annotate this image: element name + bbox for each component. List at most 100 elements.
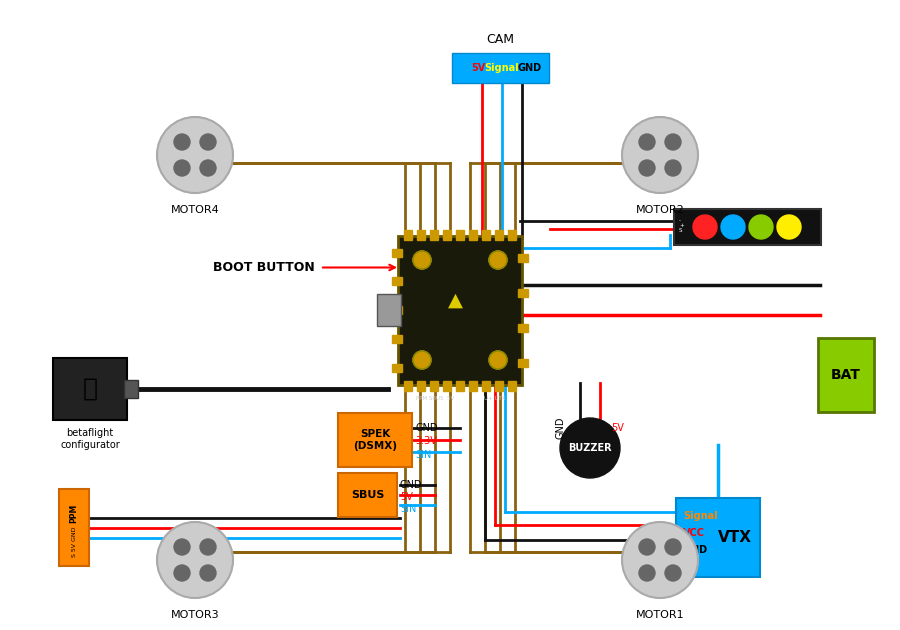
Text: 🦅: 🦅 bbox=[83, 377, 97, 401]
Text: VTX: VTX bbox=[718, 530, 752, 545]
Bar bbox=[392, 277, 402, 285]
Bar bbox=[443, 229, 451, 239]
Bar bbox=[518, 323, 528, 331]
Circle shape bbox=[622, 117, 698, 193]
FancyBboxPatch shape bbox=[377, 294, 401, 326]
FancyBboxPatch shape bbox=[452, 53, 548, 83]
Text: MOTOR3: MOTOR3 bbox=[171, 610, 220, 620]
Bar bbox=[392, 364, 402, 372]
Text: GND: GND bbox=[683, 545, 707, 555]
Text: SIN: SIN bbox=[400, 504, 417, 514]
Circle shape bbox=[665, 134, 681, 150]
Text: BOOT BUTTON: BOOT BUTTON bbox=[213, 261, 315, 274]
Text: S 5V GND: S 5V GND bbox=[71, 526, 76, 557]
FancyBboxPatch shape bbox=[676, 498, 760, 577]
Circle shape bbox=[157, 522, 233, 598]
Circle shape bbox=[489, 351, 507, 369]
Circle shape bbox=[622, 522, 698, 598]
Circle shape bbox=[665, 160, 681, 176]
FancyBboxPatch shape bbox=[338, 413, 412, 467]
Bar bbox=[443, 381, 451, 391]
Text: betaflight
configurator: betaflight configurator bbox=[60, 428, 120, 450]
Text: 5V: 5V bbox=[471, 63, 485, 73]
Circle shape bbox=[413, 251, 431, 269]
Circle shape bbox=[413, 351, 431, 369]
Text: Signal: Signal bbox=[683, 511, 717, 521]
Circle shape bbox=[721, 215, 745, 239]
Circle shape bbox=[665, 565, 681, 581]
Bar bbox=[417, 229, 425, 239]
Circle shape bbox=[174, 134, 190, 150]
Bar bbox=[456, 381, 464, 391]
Text: GND: GND bbox=[555, 417, 565, 439]
FancyBboxPatch shape bbox=[124, 380, 138, 398]
Text: PPM SBUS  5V: PPM SBUS 5V bbox=[416, 396, 454, 401]
Circle shape bbox=[693, 215, 717, 239]
Bar bbox=[430, 381, 438, 391]
Text: MOTOR2: MOTOR2 bbox=[635, 205, 684, 215]
FancyBboxPatch shape bbox=[59, 489, 89, 566]
Bar bbox=[482, 381, 490, 391]
FancyBboxPatch shape bbox=[338, 473, 397, 517]
Bar bbox=[495, 229, 503, 239]
Bar bbox=[404, 229, 412, 239]
Text: GND: GND bbox=[400, 480, 422, 490]
Bar bbox=[456, 229, 464, 239]
Text: 5V: 5V bbox=[400, 492, 413, 502]
Circle shape bbox=[777, 215, 801, 239]
Text: -
+
S: - + S bbox=[679, 218, 684, 233]
Circle shape bbox=[489, 251, 507, 269]
Bar bbox=[392, 335, 402, 343]
Bar bbox=[495, 381, 503, 391]
Text: BUZZER: BUZZER bbox=[568, 443, 612, 453]
Circle shape bbox=[749, 215, 773, 239]
Bar bbox=[469, 229, 477, 239]
Text: PPM: PPM bbox=[69, 504, 78, 523]
Circle shape bbox=[639, 134, 655, 150]
Text: U+ UTX: U+ UTX bbox=[484, 396, 506, 401]
Circle shape bbox=[157, 117, 233, 193]
Text: SIN: SIN bbox=[415, 450, 431, 460]
Bar bbox=[430, 229, 438, 239]
Bar bbox=[508, 229, 516, 239]
Text: 3.3V: 3.3V bbox=[415, 436, 436, 446]
Text: VCC: VCC bbox=[683, 528, 705, 538]
Circle shape bbox=[560, 418, 620, 478]
Circle shape bbox=[174, 539, 190, 555]
Circle shape bbox=[665, 539, 681, 555]
Circle shape bbox=[200, 160, 216, 176]
Text: CAM: CAM bbox=[486, 33, 514, 46]
Bar bbox=[469, 381, 477, 391]
Text: MOTOR1: MOTOR1 bbox=[635, 610, 684, 620]
Circle shape bbox=[639, 565, 655, 581]
Bar bbox=[482, 229, 490, 239]
Bar bbox=[518, 358, 528, 367]
Bar bbox=[518, 289, 528, 297]
FancyBboxPatch shape bbox=[818, 338, 874, 412]
Text: SPEK
(DSMX): SPEK (DSMX) bbox=[353, 429, 397, 451]
Circle shape bbox=[174, 160, 190, 176]
Bar bbox=[392, 248, 402, 256]
Circle shape bbox=[200, 134, 216, 150]
Bar bbox=[508, 381, 516, 391]
Circle shape bbox=[174, 565, 190, 581]
Circle shape bbox=[200, 539, 216, 555]
FancyBboxPatch shape bbox=[398, 236, 522, 384]
Text: Signal: Signal bbox=[485, 63, 519, 73]
Bar bbox=[417, 381, 425, 391]
Circle shape bbox=[639, 160, 655, 176]
Text: GND: GND bbox=[518, 63, 542, 73]
Circle shape bbox=[200, 565, 216, 581]
Text: 5V: 5V bbox=[612, 423, 625, 433]
Bar bbox=[404, 381, 412, 391]
Text: MOTOR4: MOTOR4 bbox=[171, 205, 220, 215]
FancyBboxPatch shape bbox=[674, 209, 821, 245]
Text: ▲: ▲ bbox=[447, 290, 463, 309]
Circle shape bbox=[639, 539, 655, 555]
Bar bbox=[392, 306, 402, 314]
Text: GND: GND bbox=[415, 423, 437, 433]
Text: SBUS: SBUS bbox=[351, 490, 384, 500]
Bar bbox=[518, 253, 528, 261]
Text: BAT: BAT bbox=[831, 368, 861, 382]
FancyBboxPatch shape bbox=[53, 358, 127, 420]
